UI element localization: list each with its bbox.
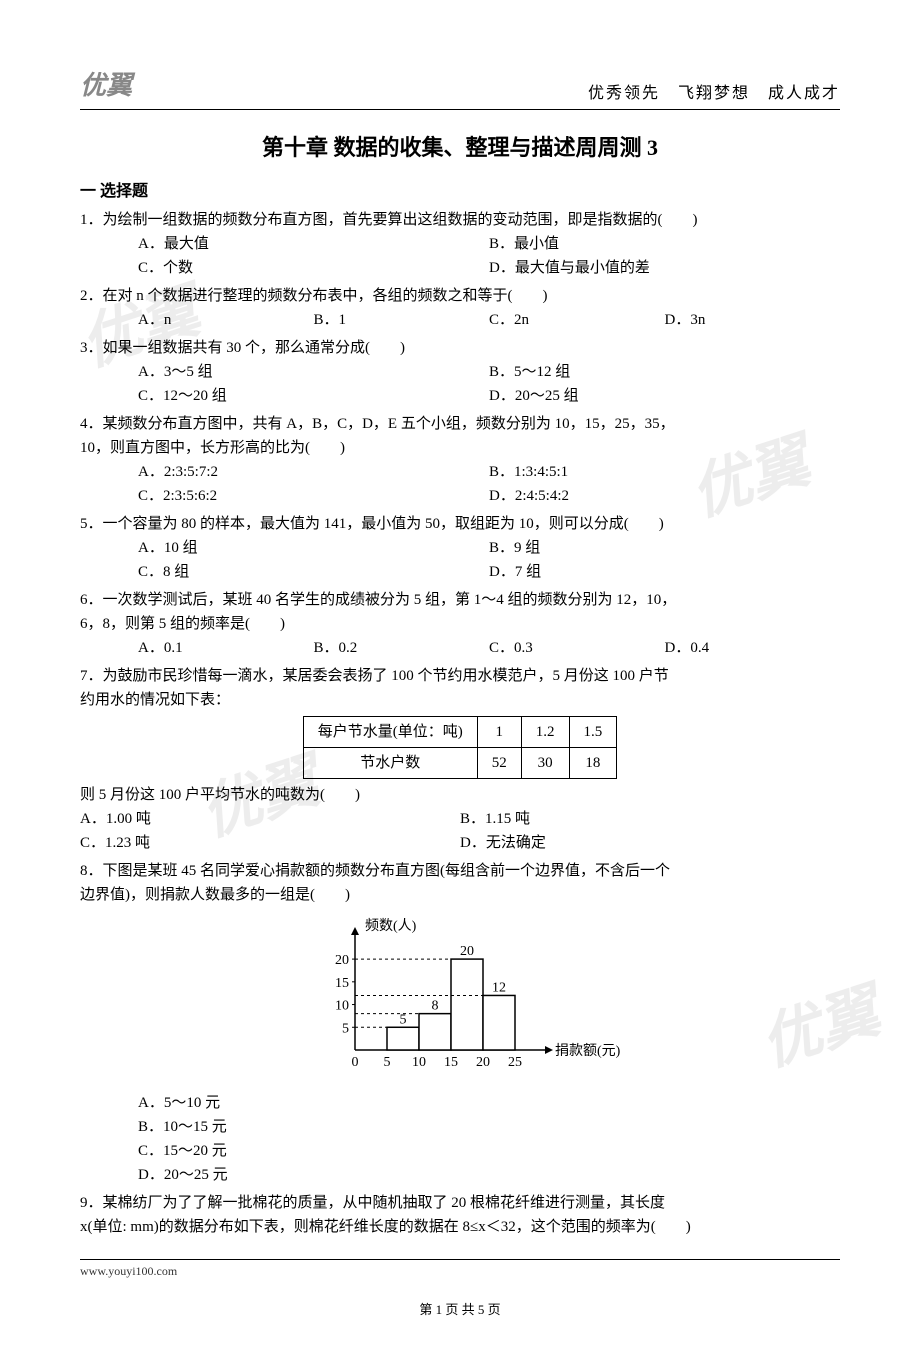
option-b: B．1.15 吨 [460,807,840,831]
option-c: C．12～20 组 [138,384,489,408]
option-b: B．5～12 组 [489,360,840,384]
option-b: B．1:3:4:5:1 [489,460,840,484]
option-c: C．个数 [138,256,489,280]
svg-text:20: 20 [460,944,474,959]
option-b: B．0.2 [314,636,490,660]
option-c: C．2:3:5:6:2 [138,484,489,508]
option-b: B．1 [314,308,490,332]
table-cell: 节水户数 [303,748,477,779]
option-a: A．10 组 [138,536,489,560]
option-a: A．3～5 组 [138,360,489,384]
option-c: C．2n [489,308,665,332]
question-3: 3．如果一组数据共有 30 个，那么通常分成( ) A．3～5 组 B．5～12… [80,336,840,408]
question-text: 6，8，则第 5 组的频率是( ) [80,612,840,636]
question-2: 2．在对 n 个数据进行整理的频数分布表中，各组的频数之和等于( ) A．n B… [80,284,840,332]
question-text: 边界值)，则捐款人数最多的一组是( ) [80,883,840,907]
option-b: B．10～15 元 [138,1115,840,1139]
page-header: 优翼 优秀领先 飞翔梦想 成人成才 [80,65,840,110]
table-cell: 1.5 [569,717,617,748]
question-9: 9．某棉纺厂为了了解一批棉花的质量，从中随机抽取了 20 根棉花纤维进行测量，其… [80,1191,840,1239]
option-c: C．0.3 [489,636,665,660]
svg-text:10: 10 [412,1055,426,1070]
option-d: D．20～25 组 [489,384,840,408]
table-cell: 1 [477,717,521,748]
table-cell: 18 [569,748,617,779]
question-6: 6．一次数学测试后，某班 40 名学生的成绩被分为 5 组，第 1～4 组的频数… [80,588,840,660]
option-a: A．5～10 元 [138,1091,840,1115]
question-7: 7．为鼓励市民珍惜每一滴水，某居委会表扬了 100 个节约用水模范户，5 月份这… [80,664,840,855]
option-a: A．2:3:5:7:2 [138,460,489,484]
question-text: 2．在对 n 个数据进行整理的频数分布表中，各组的频数之和等于( ) [80,284,840,308]
table-cell: 每户节水量(单位：吨) [303,717,477,748]
option-d: D．20～25 元 [138,1163,840,1187]
question-5: 5．一个容量为 80 的样本，最大值为 141，最小值为 50，取组距为 10，… [80,512,840,584]
table-cell: 30 [521,748,569,779]
question-text: 约用水的情况如下表： [80,688,840,712]
option-d: D．0.4 [665,636,841,660]
svg-text:5: 5 [342,1022,349,1037]
svg-text:20: 20 [335,953,349,968]
option-b: B．9 组 [489,536,840,560]
svg-text:12: 12 [492,981,506,996]
option-c: C．8 组 [138,560,489,584]
option-a: A．最大值 [138,232,489,256]
option-c: C．1.23 吨 [80,831,460,855]
question-text: 8．下图是某班 45 名同学爱心捐款额的频数分布直方图(每组含前一个边界值，不含… [80,859,840,883]
option-b: B．最小值 [489,232,840,256]
option-c: C．15～20 元 [138,1139,840,1163]
table-cell: 52 [477,748,521,779]
page-number: 第 1 页 共 5 页 [80,1300,840,1321]
svg-text:0: 0 [352,1055,359,1070]
option-d: D．最大值与最小值的差 [489,256,840,280]
svg-text:15: 15 [335,976,349,991]
svg-text:频数(人): 频数(人) [365,918,417,934]
question-8: 8．下图是某班 45 名同学爱心捐款额的频数分布直方图(每组含前一个边界值，不含… [80,859,840,1187]
svg-text:15: 15 [444,1055,458,1070]
logo-text: 优翼 [80,65,132,107]
histogram-chart: 5 10 15 20 0 5 10 15 20 25 5 8 20 12 频数(人) 捐款额(元) [80,915,840,1083]
question-text: 1．为绘制一组数据的频数分布直方图，首先要算出这组数据的变动范围，即是指数据的(… [80,208,840,232]
svg-text:10: 10 [335,999,349,1014]
page-title: 第十章 数据的收集、整理与描述周周测 3 [80,130,840,165]
question-1: 1．为绘制一组数据的频数分布直方图，首先要算出这组数据的变动范围，即是指数据的(… [80,208,840,280]
option-a: A．n [138,308,314,332]
option-a: A．0.1 [138,636,314,660]
option-a: A．1.00 吨 [80,807,460,831]
option-d: D．无法确定 [460,831,840,855]
option-d: D．7 组 [489,560,840,584]
question-text: 则 5 月份这 100 户平均节水的吨数为( ) [80,783,840,807]
svg-text:8: 8 [432,999,439,1014]
footer-url: www.youyi100.com [80,1259,840,1281]
svg-text:25: 25 [508,1055,522,1070]
question-text: 5．一个容量为 80 的样本，最大值为 141，最小值为 50，取组距为 10，… [80,512,840,536]
slogan-text: 优秀领先 飞翔梦想 成人成才 [588,81,840,107]
svg-text:20: 20 [476,1055,490,1070]
svg-text:捐款额(元): 捐款额(元) [555,1043,620,1059]
question-text: x(单位: mm)的数据分布如下表，则棉花纤维长度的数据在 8≤x＜32，这个范… [80,1215,840,1239]
option-d: D．3n [665,308,841,332]
question-text: 7．为鼓励市民珍惜每一滴水，某居委会表扬了 100 个节约用水模范户，5 月份这… [80,664,840,688]
option-d: D．2:4:5:4:2 [489,484,840,508]
svg-text:5: 5 [400,1013,407,1028]
question-text: 9．某棉纺厂为了了解一批棉花的质量，从中随机抽取了 20 根棉花纤维进行测量，其… [80,1191,840,1215]
question-4: 4．某频数分布直方图中，共有 A，B，C，D，E 五个小组，频数分别为 10，1… [80,412,840,508]
question-text: 4．某频数分布直方图中，共有 A，B，C，D，E 五个小组，频数分别为 10，1… [80,412,840,436]
question-text: 6．一次数学测试后，某班 40 名学生的成绩被分为 5 组，第 1～4 组的频数… [80,588,840,612]
question-text: 3．如果一组数据共有 30 个，那么通常分成( ) [80,336,840,360]
table-cell: 1.2 [521,717,569,748]
svg-text:5: 5 [384,1055,391,1070]
water-saving-table: 每户节水量(单位：吨) 1 1.2 1.5 节水户数 52 30 18 [303,716,618,779]
histogram-svg: 5 10 15 20 0 5 10 15 20 25 5 8 20 12 频数(人) 捐款额(元) [300,915,620,1075]
section-heading: 一 选择题 [80,179,840,205]
question-text: 10，则直方图中，长方形高的比为( ) [80,436,840,460]
